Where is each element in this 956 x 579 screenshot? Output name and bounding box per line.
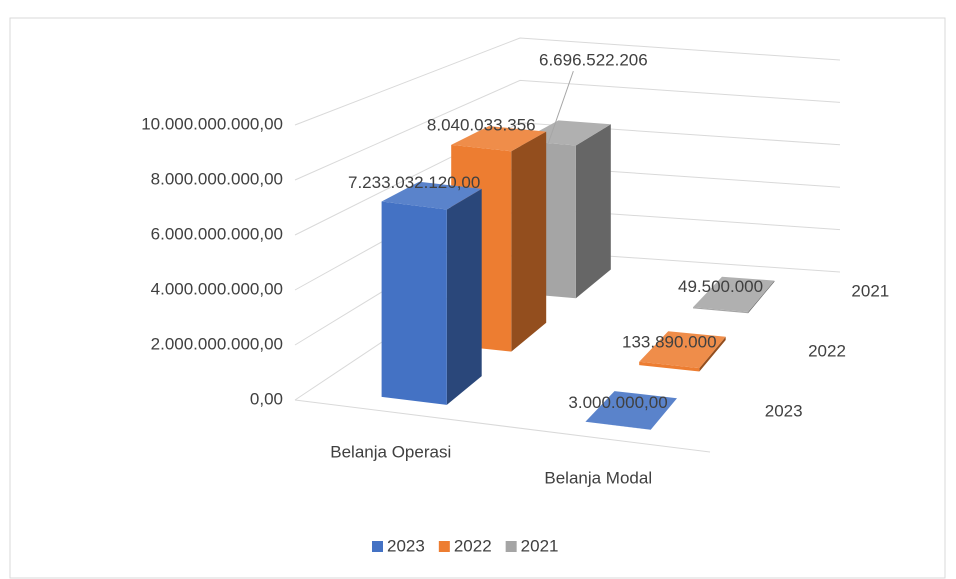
grid-line: [294, 79, 841, 181]
bar-top: [451, 126, 547, 152]
bar-front: [585, 421, 651, 430]
bar-side: [446, 188, 482, 405]
bar-top: [693, 276, 775, 312]
value-label: 49.500.000: [678, 277, 763, 296]
x-tick-label: Belanja Modal: [544, 468, 652, 487]
value-label: 3.000.000,00: [568, 393, 667, 412]
bar-top: [639, 331, 726, 369]
depth-label: 2021: [851, 281, 889, 300]
legend-label: 2021: [521, 536, 559, 555]
bar-side: [511, 131, 547, 352]
bar-front: [693, 307, 749, 314]
grid-line: [294, 37, 841, 126]
bar-side: [575, 124, 611, 299]
x-tick-label: Belanja Operasi: [330, 442, 451, 461]
y-tick-label: 10.000.000.000,00: [141, 114, 283, 133]
grid-line: [294, 122, 841, 236]
bar-side: [650, 398, 677, 430]
bar-side: [748, 280, 775, 314]
depth-label: 2022: [808, 341, 846, 360]
x-axis-line: [294, 399, 711, 453]
bar-top: [381, 181, 482, 210]
bar-side: [699, 336, 726, 372]
y-tick-label: 2.000.000.000,00: [151, 334, 283, 353]
legend-swatch: [438, 541, 450, 552]
legend-label: 2023: [387, 536, 425, 555]
legend-swatch: [505, 541, 517, 552]
y-tick-label: 4.000.000.000,00: [151, 279, 283, 298]
value-label: 8.040.033.356: [427, 116, 536, 135]
bar-top: [585, 391, 677, 430]
bar-front: [381, 201, 447, 405]
value-label: 133.890.000: [622, 332, 717, 351]
legend-swatch: [372, 541, 383, 552]
bar-front: [639, 361, 700, 372]
leader-line: [547, 70, 574, 144]
legend-label: 2022: [454, 536, 492, 555]
y-tick-label: 6.000.000.000,00: [151, 224, 283, 243]
y-tick-label: 8.000.000.000,00: [151, 169, 283, 188]
value-label: 6.696.522.206: [539, 51, 648, 70]
y-tick-label: 0,00: [250, 389, 283, 408]
depth-label: 2023: [765, 401, 803, 420]
value-label: 7.233.032.120,00: [348, 173, 480, 192]
